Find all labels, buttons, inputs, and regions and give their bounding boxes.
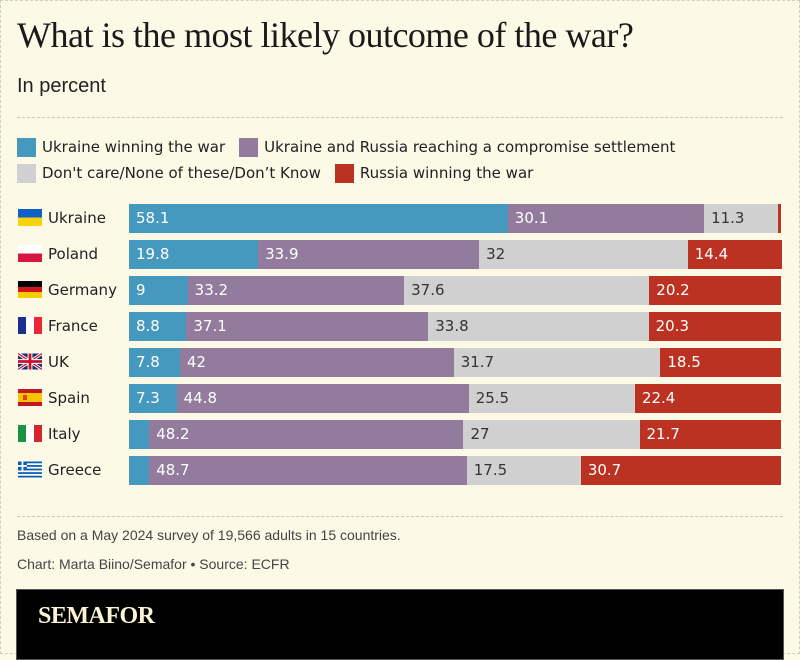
bar-ukraine-russia-winning [777,204,781,233]
data-label-uk-compromise: 42 [186,353,206,371]
bar-italy-dont-know [463,420,640,449]
spain-flag-icon [18,389,42,406]
bar-poland-compromise [258,240,480,269]
data-label-spain-dont-know: 25.5 [475,389,510,407]
data-label-ukraine-compromise: 30.1 [514,209,549,227]
bar-france-compromise [186,312,429,341]
row-label-ukraine: Ukraine [48,209,106,227]
bar-spain-ukraine-winning [129,384,177,413]
bar-france-dont-know [428,312,649,341]
france-flag-icon [18,317,42,334]
row-label-france: France [48,317,98,335]
legend-item-dont-know: Don't care/None of these/Don’t Know [17,163,321,183]
data-label-france-ukraine-winning: 8.8 [136,317,160,335]
row-label-greece: Greece [48,461,102,479]
bar-ukraine-ukraine-winning [129,204,508,233]
legend-swatch [239,137,259,157]
bar-germany-russia-winning [649,276,781,305]
legend-label: Don't care/None of these/Don’t Know [42,164,321,182]
brand-bar: SEMAFOR [16,589,784,660]
germany-flag-icon [18,281,42,298]
bar-ukraine-compromise [507,204,705,233]
legend-label: Russia winning the war [359,164,534,182]
poland-flag-icon [18,245,42,262]
data-label-poland-ukraine-winning: 19.8 [136,245,170,263]
bar-greece-dont-know [466,456,581,485]
header-separator [17,117,783,118]
bar-france-ukraine-winning [129,312,187,341]
bar-uk-dont-know [453,348,661,377]
uk-flag-icon [18,353,42,370]
data-label-germany-russia-winning: 20.2 [656,281,690,299]
legend-swatch [17,163,36,183]
data-label-poland-russia-winning: 14.4 [694,245,729,263]
data-label-spain-ukraine-winning: 7.3 [136,389,160,407]
data-label-spain-compromise: 44.8 [183,389,217,407]
bar-spain-russia-winning [634,384,781,413]
bar-ukraine-dont-know [704,204,778,233]
data-label-italy-compromise: 48.2 [156,425,190,443]
data-label-uk-ukraine-winning: 7.8 [136,353,160,371]
bar-germany-ukraine-winning [129,276,188,305]
bar-germany-dont-know [404,276,650,305]
data-label-uk-dont-know: 31.7 [460,353,495,371]
data-label-france-compromise: 37.1 [193,317,227,335]
bar-italy-russia-winning [639,420,781,449]
data-label-ukraine-dont-know: 11.3 [711,209,745,227]
bar-uk-compromise [179,348,454,377]
data-label-italy-dont-know: 27 [470,425,490,443]
bar-greece-russia-winning [580,456,781,485]
data-label-france-dont-know: 33.8 [435,317,469,335]
chart-title: What is the most likely outcome of the w… [17,15,634,55]
data-label-poland-dont-know: 32 [486,245,506,263]
chart-credit: Chart: Marta Biino/Semafor • Source: ECF… [17,556,290,572]
data-label-germany-ukraine-winning: 9 [136,281,146,299]
data-label-ukraine-ukraine-winning: 58.1 [136,209,170,227]
legend-label: Ukraine winning the war [42,138,226,156]
bar-france-russia-winning [648,312,781,341]
bar-poland-dont-know [479,240,688,269]
bar-uk-ukraine-winning [129,348,180,377]
italy-flag-icon [18,425,42,442]
row-label-poland: Poland [48,245,99,263]
bar-uk-russia-winning [660,348,781,377]
bar-germany-compromise [187,276,405,305]
footer-separator [17,516,783,517]
bar-spain-dont-know [468,384,635,413]
data-label-poland-compromise: 33.9 [265,245,299,263]
chart-subtitle: In percent [17,75,106,97]
row-label-italy: Italy [48,425,81,443]
legend-item-russia-winning: Russia winning the war [334,163,534,183]
data-label-spain-russia-winning: 22.4 [641,389,676,407]
row-label-uk: UK [48,353,69,371]
data-label-greece-compromise: 48.7 [156,461,190,479]
data-label-greece-dont-know: 17.5 [473,461,508,479]
row-label-spain: Spain [48,389,90,407]
data-label-italy-russia-winning: 21.7 [646,425,680,443]
data-label-france-russia-winning: 20.3 [655,317,690,335]
data-label-greece-russia-winning: 30.7 [587,461,622,479]
row-label-germany: Germany [48,281,117,299]
bar-poland-russia-winning [687,240,782,269]
bar-greece-ukraine-winning [129,456,150,485]
bar-greece-compromise [149,456,467,485]
data-label-uk-russia-winning: 18.5 [667,353,701,371]
bar-italy-ukraine-winning [129,420,150,449]
legend-item-ukraine-winning: Ukraine winning the war [17,137,226,157]
survey-note: Based on a May 2024 survey of 19,566 adu… [17,527,401,543]
semafor-logo: SEMAFOR [38,603,155,629]
data-label-germany-compromise: 33.2 [194,281,229,299]
bar-poland-ukraine-winning [129,240,259,269]
legend-label: Ukraine and Russia reaching a compromise… [264,138,676,156]
legend: Ukraine winning the war Ukraine and Russ… [17,134,787,186]
ukraine-flag-icon [18,209,42,226]
legend-swatch [334,163,354,183]
legend-item-compromise: Ukraine and Russia reaching a compromise… [239,137,676,157]
greece-flag-icon [18,461,42,478]
bar-spain-compromise [176,384,469,413]
legend-swatch [17,137,36,157]
data-label-germany-dont-know: 37.6 [411,281,445,299]
bar-italy-compromise [149,420,464,449]
